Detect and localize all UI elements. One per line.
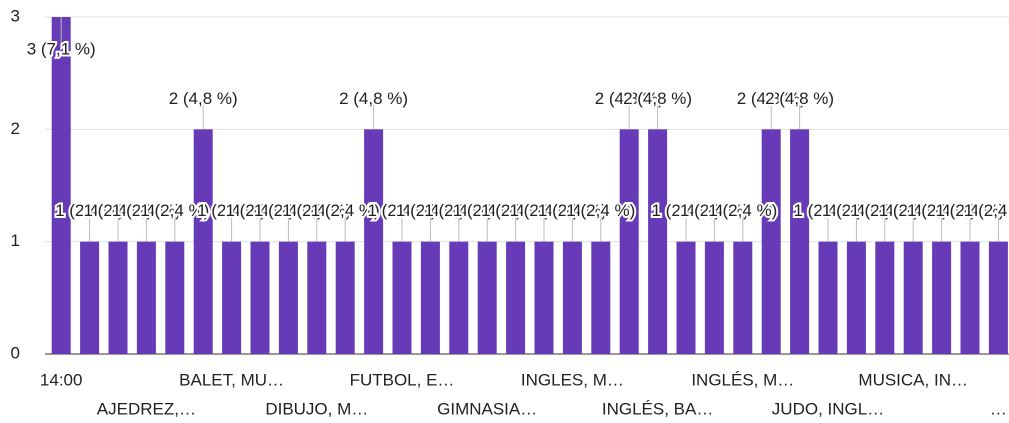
bar [534, 241, 554, 354]
value-label: 1 (2,4 %) [652, 201, 721, 220]
value-label: 1 (2,4 %) [510, 201, 579, 220]
x-tick-label: AJEDREZ,… [97, 399, 196, 418]
value-label: 1 (2,4 %) [481, 201, 550, 220]
value-label: 1 (2,4 %) [453, 201, 522, 220]
value-label: 2 (4,8 %) [339, 89, 408, 108]
x-tick-label: INGLÉS, M… [691, 370, 794, 389]
bar [761, 129, 781, 354]
value-label: 1 (2,4 %) [907, 201, 976, 220]
bar [875, 241, 895, 354]
value-label: 1 (2,4 %) [254, 201, 323, 220]
y-tick-label: 1 [11, 231, 20, 250]
value-label: 2 (4,8 %) [169, 89, 238, 108]
y-tick-label: 2 [11, 119, 20, 138]
value-label: 2 (4,8 %) [595, 89, 664, 108]
bar [648, 129, 668, 354]
bar [250, 241, 270, 354]
value-label: 1 (2,4 %) [879, 201, 948, 220]
bar [108, 241, 128, 354]
value-label: 1 (2,4 %) [538, 201, 607, 220]
value-label: 1 (2,4 %) [368, 201, 437, 220]
value-label: 1 (2,4 %) [84, 201, 153, 220]
bar [846, 241, 866, 354]
value-label: 1 (2,4 %) [680, 201, 749, 220]
value-label: 1 (2,4 %) [936, 201, 1005, 220]
value-label: 1 (2,4 %) [708, 201, 777, 220]
value-label: 3 (7,1 %) [27, 39, 96, 58]
bar [790, 129, 810, 354]
bar [506, 241, 526, 354]
x-tick-label: INGLES, M… [521, 370, 624, 389]
value-label: 1 (2,4 %) [226, 201, 295, 220]
bar [193, 129, 213, 354]
bar [988, 241, 1008, 354]
x-tick-label: JUDO, INGL… [772, 399, 884, 418]
value-label: 1 (2,4 %) [282, 201, 351, 220]
y-tick-label: 0 [11, 343, 20, 362]
value-label: 1 (2,4 %) [424, 201, 493, 220]
value-label: 1 (2,4 %) [112, 201, 181, 220]
bar [222, 241, 242, 354]
value-label: 2 (4,8 %) [737, 89, 806, 108]
value-label: 1 (2,4 %) [55, 201, 124, 220]
bar [80, 241, 100, 354]
value-label: 1 (2,4 %) [396, 201, 465, 220]
bar [818, 241, 838, 354]
bar [932, 241, 952, 354]
bar [307, 241, 327, 354]
value-label: 1 (2,4 %) [794, 201, 863, 220]
value-label: 1 (2,4 %) [850, 201, 919, 220]
value-label: 2 (4,8 %) [623, 89, 692, 108]
bar [733, 241, 753, 354]
y-tick-label: 3 [11, 6, 20, 25]
value-label: 1 (2,4 %) [197, 201, 266, 220]
x-tick-label: DIBUJO, M… [265, 399, 368, 418]
bar [591, 241, 611, 354]
bar [449, 241, 469, 354]
bar [364, 129, 384, 354]
x-tick-label: BALET, MU… [179, 370, 284, 389]
bar [278, 241, 298, 354]
bar [960, 241, 980, 354]
bar [51, 17, 71, 354]
x-tick-label: FUTBOL, E… [350, 370, 455, 389]
value-label: 2 (4,8 %) [765, 89, 834, 108]
x-tick-label: 14:00 [40, 370, 83, 389]
value-label: 1 (2,4 %) [964, 201, 1009, 220]
bar [165, 241, 185, 354]
bar [420, 241, 440, 354]
bar [562, 241, 582, 354]
bar [676, 241, 696, 354]
x-tick-label: … [990, 399, 1007, 418]
bar [704, 241, 724, 354]
bar [903, 241, 923, 354]
bar [392, 241, 412, 354]
value-label: 1 (2,4 %) [140, 201, 209, 220]
value-label: 1 (2,4 %) [822, 201, 891, 220]
value-label: 1 (2,4 %) [566, 201, 635, 220]
x-tick-label: GIMNASIA… [437, 399, 537, 418]
x-tick-label: INGLÉS, BA… [602, 399, 713, 418]
bar [477, 241, 497, 354]
x-tick-label: MUSICA, IN… [858, 370, 968, 389]
bar [619, 129, 639, 354]
bar [136, 241, 156, 354]
bar [335, 241, 355, 354]
value-label: 1 (2,4 %) [311, 201, 380, 220]
